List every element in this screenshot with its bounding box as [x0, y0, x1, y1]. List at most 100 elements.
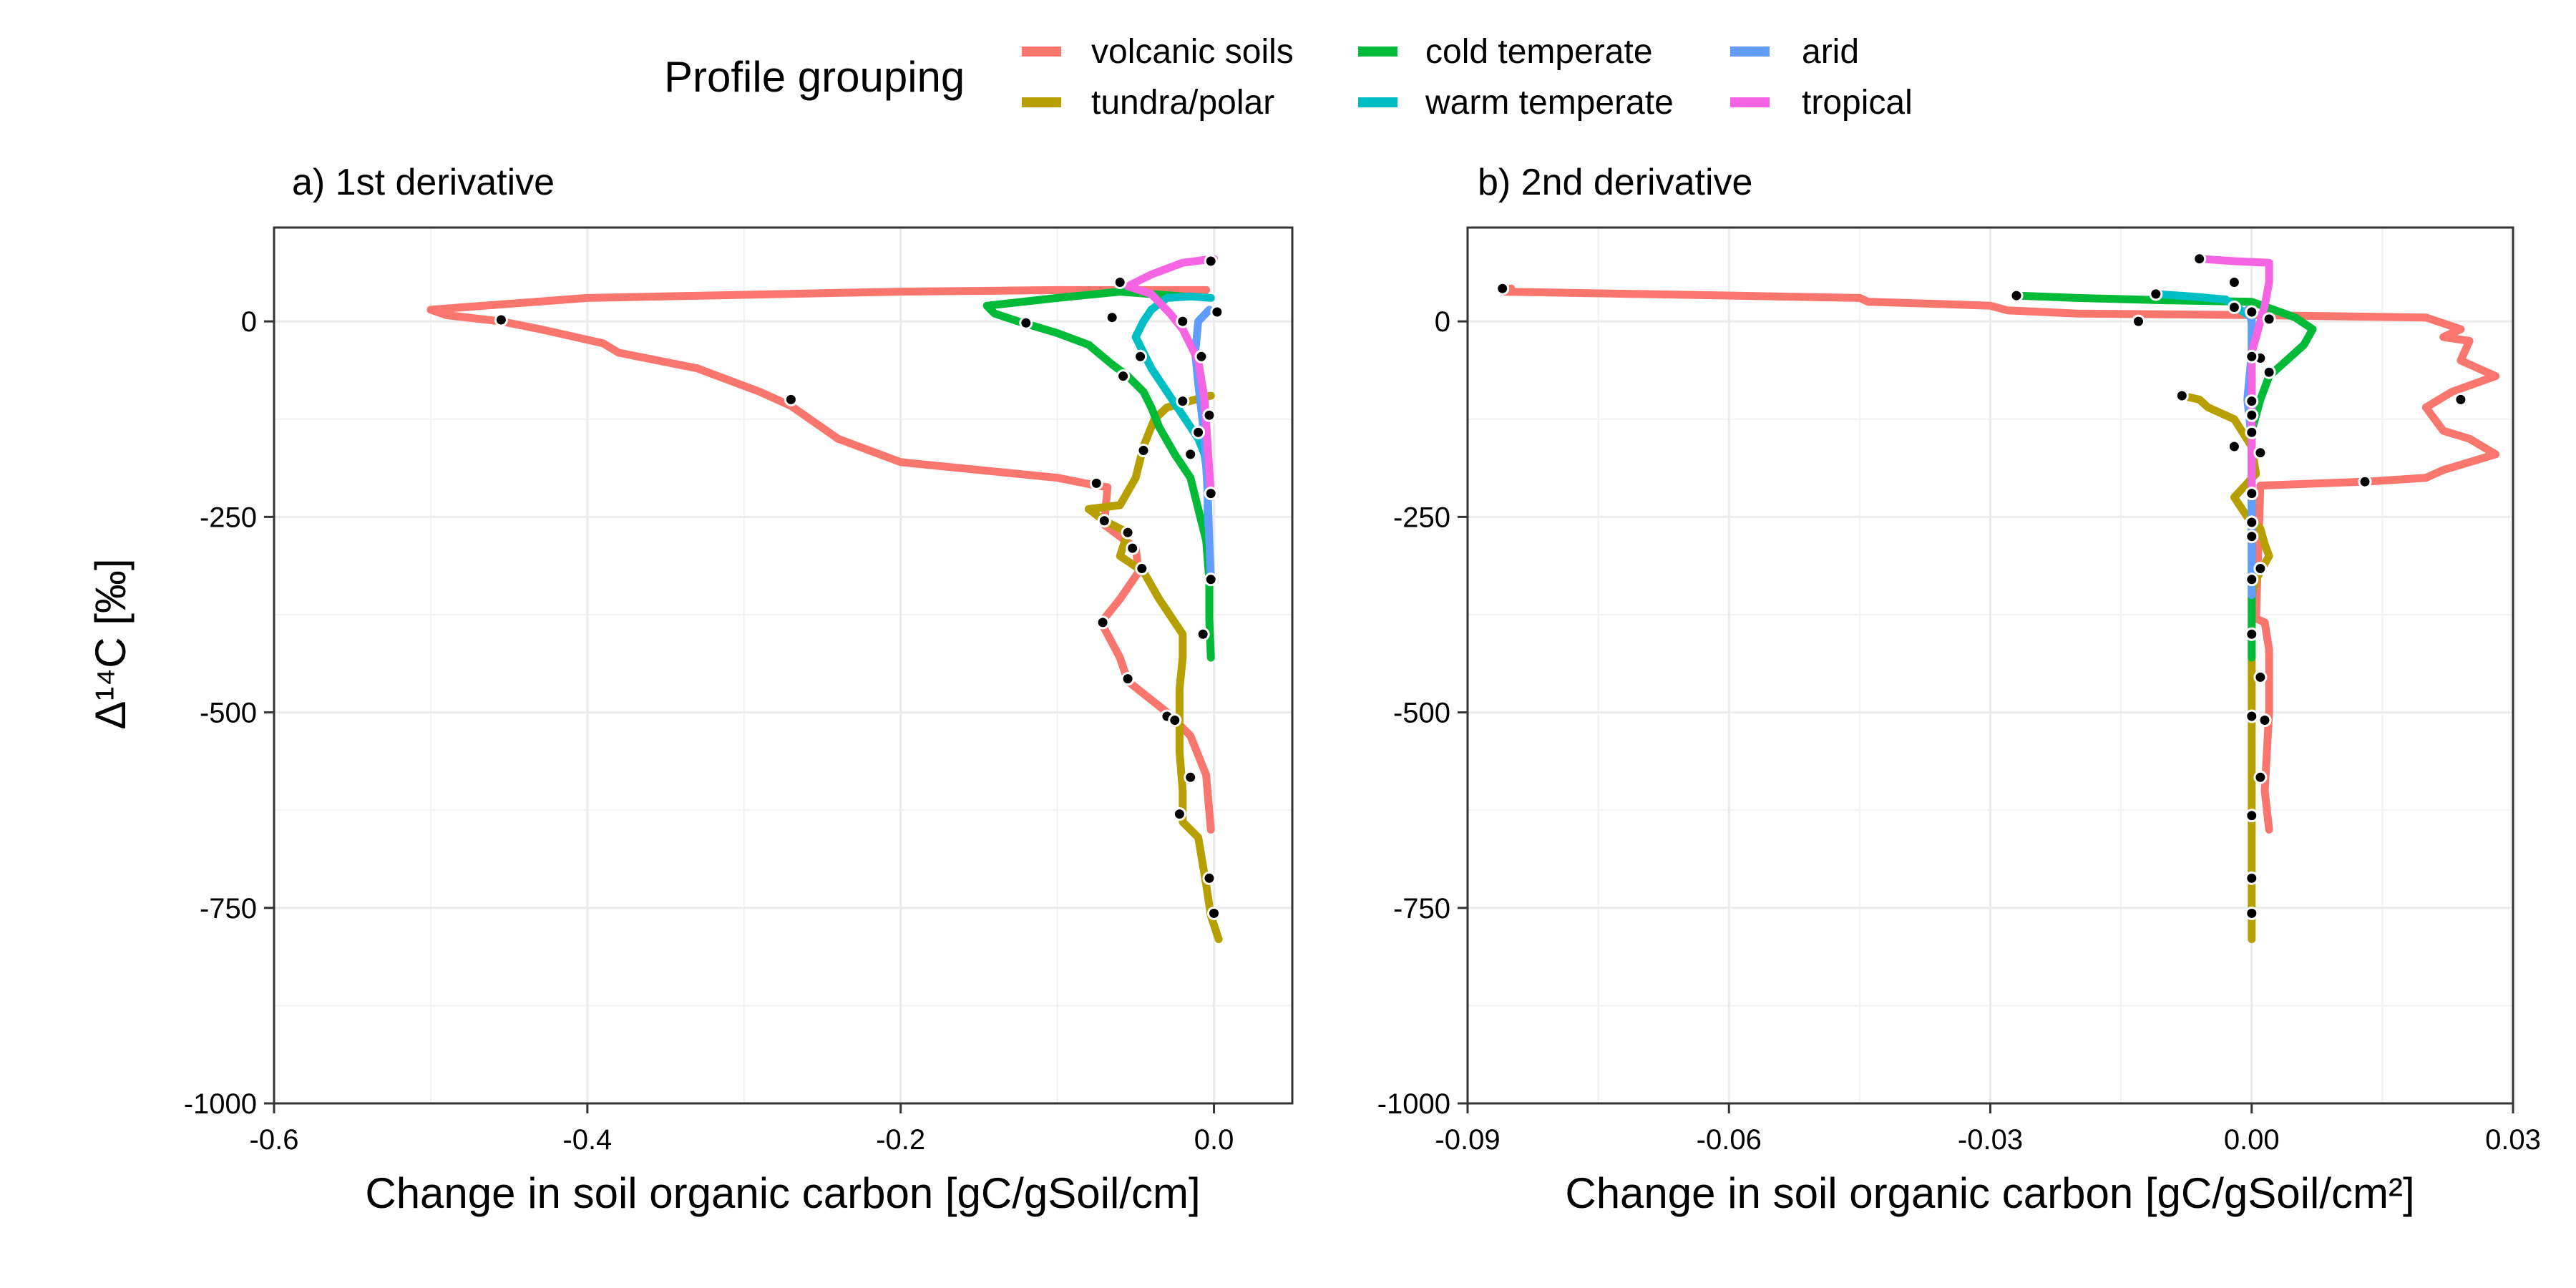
panel-a-point-tundra-polar: [1168, 713, 1182, 727]
panel-b-point-tundra-polar: [2253, 562, 2268, 575]
panel-b-point-warm-temperate: [2227, 301, 2241, 314]
panel-a-markers: [494, 254, 1224, 920]
panel-a-point-warm-temperate: [1191, 425, 1206, 439]
panel-a-point-tundra-polar: [1121, 525, 1135, 540]
panel-a-point-warm-temperate: [1176, 394, 1190, 409]
legend-entry-tundra-polar: tundra/polar: [1022, 84, 1274, 122]
panel-b-point-warm-temperate: [2245, 425, 2259, 439]
panel-a-line-volcanic-soils: [426, 286, 1215, 834]
panel-a-frame: [273, 226, 1294, 1105]
panel-a-point-warm-temperate: [1105, 311, 1119, 325]
legend-label-cold-temperate: cold temperate: [1425, 33, 1653, 71]
panel-b-point-cold-temperate: [2245, 627, 2259, 641]
panel-a-x-tick-label: -0.4: [562, 1124, 612, 1156]
panel-b-point-tundra-polar: [2245, 530, 2259, 544]
panel-b-point-tundra-polar: [2245, 906, 2259, 920]
panel-a-point-volcanic-soils: [1089, 476, 1103, 490]
panel-a-y-tick-label: -250: [200, 502, 257, 533]
panel-b-point-tundra-polar: [2245, 871, 2259, 885]
panel-b-point-arid: [2245, 305, 2259, 319]
legend-title: Profile grouping: [664, 53, 965, 101]
panel-a-point-tundra-polar: [1097, 514, 1111, 528]
panel-b-point-tundra-polar: [2175, 389, 2189, 403]
panel-a-point-arid: [1204, 572, 1218, 587]
panel-a-y-tick-label: -750: [200, 893, 257, 924]
legend: Profile grouping volcanic soils tundra/p…: [664, 33, 1913, 122]
panel-b-point-tundra-polar: [2245, 809, 2259, 823]
panel-b-point-tropical: [2245, 349, 2259, 364]
panel-b-point-tundra-polar: [2227, 439, 2241, 454]
panel-a-point-arid: [1204, 487, 1218, 501]
panel-a-x-tick-label: -0.2: [876, 1124, 925, 1156]
panel-a-line-cold-temperate: [982, 288, 1215, 662]
panel-a-point-cold-temperate: [1184, 447, 1198, 462]
panel-b-line-volcanic-soils: [1498, 284, 2500, 834]
panel-b-y-tick-label: -500: [1393, 698, 1450, 729]
legend-entry-warm-temperate: warm temperate: [1358, 84, 1674, 122]
panel-a-point-warm-temperate: [1133, 349, 1148, 364]
panel-a-x-axis-title: Change in soil organic carbon [gC/gSoil/…: [365, 1169, 1200, 1217]
panel-b-point-warm-temperate: [2149, 287, 2163, 301]
panel-b-y-tick-label: -250: [1393, 502, 1450, 533]
panel-a-point-tundra-polar: [1135, 562, 1149, 575]
legend-entry-cold-temperate: cold temperate: [1358, 33, 1653, 71]
panel-a-point-cold-temperate: [1116, 369, 1131, 384]
panel-a-point-tundra-polar: [1202, 871, 1216, 885]
panel-b-point-tropical: [2262, 312, 2276, 326]
legend-entry-arid: arid: [1730, 33, 1859, 71]
panel-a-point-tropical: [1113, 275, 1127, 289]
panel-b-point-tropical: [2227, 275, 2241, 289]
panel-a-point-tropical: [1194, 349, 1209, 364]
panel-b-point-arid: [2245, 408, 2259, 422]
legend-entry-tropical: tropical: [1730, 84, 1913, 122]
panel-b-point-tundra-polar: [2245, 515, 2259, 530]
legend-label-warm-temperate: warm temperate: [1425, 84, 1674, 122]
panel-b-point-tundra-polar: [2245, 709, 2259, 723]
panel-b-point-volcanic-soils: [2454, 392, 2468, 406]
panel-a-point-volcanic-soils: [1121, 672, 1135, 686]
panel-b-x-tick-label: -0.09: [1435, 1124, 1500, 1156]
panel-b-point-arid: [2245, 487, 2259, 501]
panel-b-x-axis-title: Change in soil organic carbon [gC/gSoil/…: [1565, 1169, 2414, 1217]
legend-label-volcanic-soils: volcanic soils: [1091, 33, 1294, 71]
panel-a-point-volcanic-soils: [494, 313, 508, 327]
panel-a-point-volcanic-soils: [1126, 541, 1140, 555]
panel-a-point-tundra-polar: [1207, 906, 1221, 920]
panel-a-line-tropical: [1123, 255, 1218, 498]
panel-b: b) 2nd derivative -0.09 -0.06 -0.03 0.00 0.0…: [1377, 162, 2541, 1217]
panel-b-x-tick-label: -0.03: [1958, 1124, 2023, 1156]
panel-b-point-warm-temperate: [2245, 394, 2259, 409]
panel-b-x-tick-label: 0.00: [2224, 1124, 2280, 1156]
panel-b-gridlines: [1466, 228, 2514, 1105]
panel-a-x-tick-label: 0.0: [1194, 1124, 1234, 1156]
panel-a-point-arid: [1210, 305, 1224, 319]
panel-a-point-volcanic-soils: [1096, 615, 1110, 630]
panel-b-y-tick-label: -1000: [1377, 1088, 1450, 1120]
panel-b-markers: [1496, 252, 2468, 920]
panel-a-x-tick-label: -0.6: [250, 1124, 299, 1156]
panel-a-point-cold-temperate: [1196, 627, 1210, 641]
panel-a-point-tropical: [1204, 254, 1218, 268]
panel-b-axes: -0.09 -0.06 -0.03 0.00 0.03 -1000 -750 -500 -250…: [1377, 306, 2541, 1156]
panel-b-point-volcanic-soils: [2132, 314, 2145, 328]
panel-a-axes: -0.6 -0.4 -0.2 0.0 -1000 -750 -500 -250 0: [184, 306, 1234, 1156]
panel-b-point-volcanic-soils: [2258, 713, 2272, 727]
panel-a-y-tick-label: 0: [241, 306, 257, 338]
legend-label-arid: arid: [1802, 33, 1859, 71]
panel-a-y-tick-label: -1000: [184, 1088, 257, 1120]
panel-a-point-tropical: [1176, 314, 1190, 328]
panel-b-x-tick-label: 0.03: [2485, 1124, 2541, 1156]
panel-b-point-volcanic-soils: [2253, 670, 2268, 684]
panel-b-title: b) 2nd derivative: [1478, 162, 1752, 203]
panel-a-point-volcanic-soils: [784, 392, 798, 406]
panel-b-point-volcanic-soils: [1496, 281, 1510, 296]
panel-a-y-tick-label: -500: [200, 698, 257, 729]
panel-b-y-tick-label: 0: [1435, 306, 1450, 338]
panel-a-series: [426, 255, 1223, 943]
panel-b-point-volcanic-soils: [2358, 474, 2372, 489]
panel-a-point-volcanic-soils: [1184, 770, 1198, 784]
panel-b-point-tropical: [2192, 252, 2207, 266]
panel-b-x-tick-label: -0.06: [1697, 1124, 1762, 1156]
panel-a-title: a) 1st derivative: [292, 162, 555, 203]
